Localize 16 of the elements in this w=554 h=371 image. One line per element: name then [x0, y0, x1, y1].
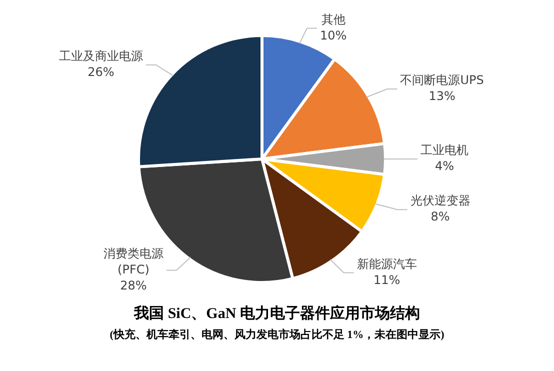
slice-label: 不间断电源UPS [400, 73, 484, 88]
data-label: 8% [430, 210, 450, 224]
text: (快充、机车牵引、电网、风力发电市场占比不足 1%，未在图中显示) [108, 328, 446, 342]
slice-label: 工业及商业电源 [58, 49, 143, 63]
data-label: 4% [434, 159, 454, 174]
data-label: 13% [428, 89, 456, 104]
text: 我国 SiC、GaN 电力电子器件应用市场结构 [132, 304, 421, 323]
slice-label: 光伏逆变器 [410, 194, 470, 208]
slice-label: 工业电机 [420, 143, 468, 158]
data-label: 11% [373, 272, 400, 287]
slice-label: 消费类电源 (PFC) [103, 246, 164, 276]
data-label: 26% [88, 65, 114, 79]
data-label: 28% [120, 278, 147, 292]
slice-label: 其他 [321, 12, 346, 26]
slice-label: 新能源汽车 [356, 256, 417, 271]
data-label: 10% [320, 28, 347, 42]
